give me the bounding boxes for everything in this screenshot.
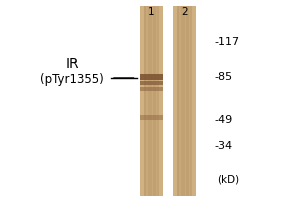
Bar: [148, 6, 152, 196]
Text: (kD): (kD): [218, 175, 240, 185]
Bar: [157, 6, 159, 196]
Bar: [173, 6, 196, 196]
Bar: [153, 6, 156, 196]
Text: 1: 1: [148, 7, 155, 17]
Text: -49: -49: [214, 115, 233, 125]
Bar: [140, 81, 163, 85]
Text: -34: -34: [214, 141, 232, 151]
Bar: [181, 6, 184, 196]
Bar: [177, 6, 179, 196]
Text: 2: 2: [181, 7, 188, 17]
Text: -117: -117: [214, 37, 240, 47]
Bar: [140, 114, 163, 119]
Bar: [186, 6, 189, 196]
Bar: [159, 6, 163, 196]
Text: -85: -85: [214, 72, 232, 82]
Bar: [140, 6, 144, 196]
Text: IR: IR: [65, 57, 79, 71]
Bar: [140, 87, 163, 91]
Text: (pTyr1355): (pTyr1355): [40, 73, 104, 86]
Bar: [173, 6, 177, 196]
Bar: [140, 74, 163, 80]
Bar: [144, 6, 146, 196]
Bar: [190, 6, 192, 196]
Bar: [140, 6, 163, 196]
Bar: [192, 6, 196, 196]
